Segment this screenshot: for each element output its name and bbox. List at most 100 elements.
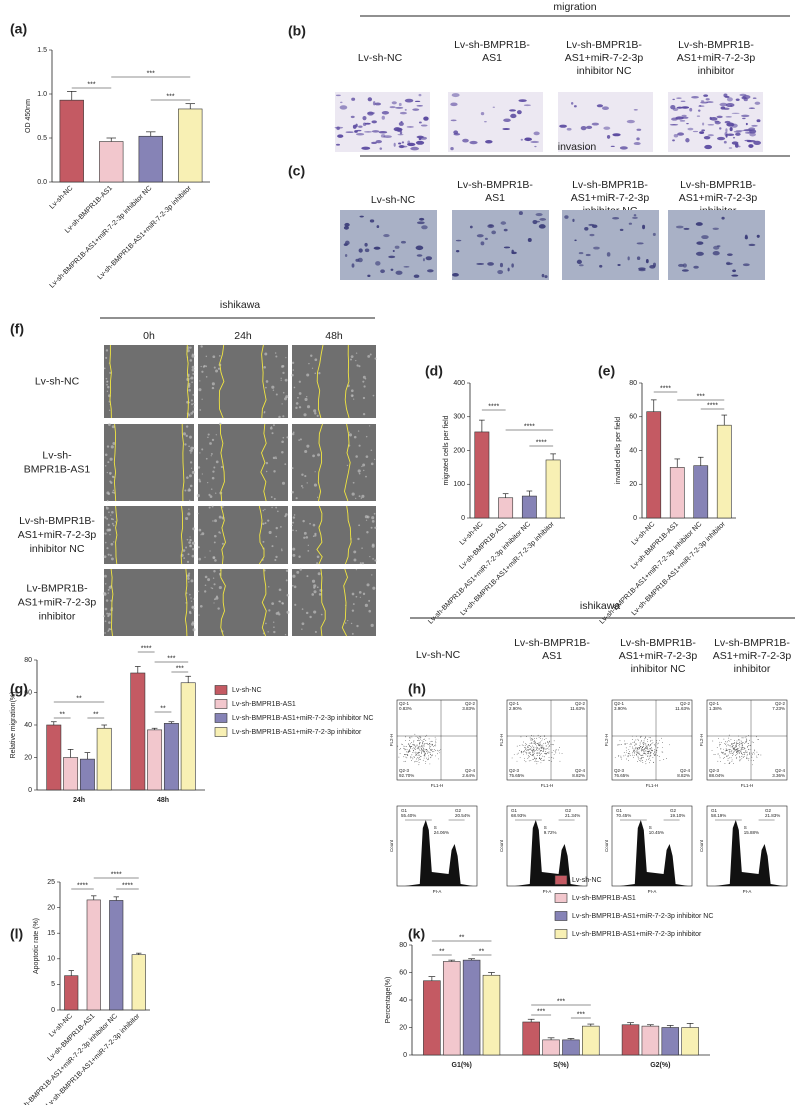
- event-dot: [747, 748, 749, 750]
- wound-edge: [115, 505, 118, 565]
- stained-cell: [732, 269, 737, 273]
- y-tick-label: 300: [453, 414, 465, 421]
- cell-texture: [107, 461, 110, 464]
- cell-texture: [306, 405, 311, 409]
- cell-texture: [372, 394, 375, 397]
- event-dot: [736, 754, 738, 756]
- event-dot: [554, 751, 556, 753]
- event-dot: [398, 756, 400, 758]
- event-dot: [729, 740, 731, 742]
- panel-label: (e): [598, 363, 615, 379]
- event-dot: [536, 752, 538, 753]
- cell-texture: [190, 411, 194, 415]
- event-dot: [559, 752, 560, 754]
- stained-cell: [469, 225, 473, 229]
- event-dot: [735, 742, 737, 744]
- event-dot: [740, 751, 742, 752]
- stained-cell: [492, 106, 495, 108]
- event-dot: [530, 760, 532, 761]
- quadrant-name: Q2-1: [709, 701, 720, 706]
- stained-cell: [675, 225, 684, 229]
- event-dot: [403, 754, 405, 755]
- event-dot: [537, 761, 539, 762]
- event-dot: [516, 760, 518, 762]
- significance-label: ****: [707, 402, 718, 409]
- event-dot: [419, 752, 420, 753]
- significance-label: ***: [557, 998, 565, 1005]
- event-dot: [530, 739, 532, 740]
- phase-name: G1: [401, 808, 408, 813]
- stained-cell: [578, 264, 584, 267]
- event-dot: [739, 752, 741, 754]
- cell-texture: [352, 603, 355, 605]
- event-dot: [538, 744, 540, 745]
- cell-texture: [106, 383, 108, 386]
- stained-cell: [388, 255, 396, 259]
- stained-cell: [612, 216, 620, 220]
- y-tick-label: 60: [629, 414, 637, 421]
- cell-texture: [280, 526, 282, 528]
- cell-texture: [304, 397, 308, 402]
- event-dot: [735, 745, 737, 747]
- stained-cell: [334, 126, 344, 129]
- event-dot: [645, 737, 646, 739]
- event-dot: [639, 736, 641, 738]
- event-dot: [734, 749, 736, 750]
- quadrant-value: 75.65%: [509, 773, 524, 778]
- event-dot: [646, 746, 648, 748]
- stained-cell: [570, 101, 574, 105]
- cell-texture: [182, 549, 186, 552]
- event-dot: [528, 748, 530, 750]
- cell-texture: [188, 499, 191, 502]
- event-dot: [722, 751, 723, 753]
- event-dot: [712, 740, 714, 742]
- event-dot: [739, 757, 741, 759]
- cell-texture: [106, 612, 109, 615]
- stained-cell: [511, 249, 514, 254]
- event-dot: [556, 749, 558, 751]
- event-dot: [541, 748, 542, 749]
- event-dot: [724, 753, 726, 754]
- event-dot: [421, 746, 423, 747]
- cell-texture: [278, 613, 281, 616]
- cell-texture: [372, 558, 374, 560]
- dna-histogram: [405, 820, 473, 886]
- event-dot: [408, 740, 410, 741]
- cell-texture: [284, 397, 287, 401]
- cell-texture: [213, 598, 216, 601]
- cell-texture: [316, 586, 319, 589]
- significance-label: ***: [697, 393, 705, 400]
- event-dot: [641, 735, 643, 737]
- cell-texture: [186, 538, 189, 541]
- cell-texture: [362, 413, 366, 416]
- stained-cell: [527, 238, 532, 242]
- event-dot: [401, 743, 403, 745]
- event-dot: [529, 751, 530, 753]
- event-dot: [433, 751, 435, 753]
- event-dot: [669, 744, 670, 746]
- cell-texture: [106, 547, 109, 550]
- event-dot: [647, 755, 649, 757]
- event-dot: [420, 747, 422, 749]
- dna-histogram: [715, 820, 783, 886]
- cell-texture: [110, 481, 113, 484]
- stained-cell: [596, 104, 604, 108]
- wound-edge: [220, 505, 226, 565]
- event-dot: [426, 753, 428, 755]
- event-dot: [750, 755, 752, 757]
- stained-cell: [524, 137, 532, 142]
- cell-texture: [281, 451, 284, 454]
- event-dot: [740, 742, 742, 744]
- cell-texture: [107, 629, 110, 632]
- event-dot: [757, 754, 759, 756]
- event-dot: [434, 736, 436, 738]
- cell-texture: [107, 588, 110, 591]
- event-dot: [410, 747, 412, 749]
- cell-texture: [213, 534, 217, 538]
- cell-texture: [185, 425, 189, 428]
- bar: [423, 980, 441, 1056]
- stained-cell: [406, 126, 414, 128]
- cell-texture: [311, 579, 316, 583]
- stained-cell: [700, 100, 705, 103]
- event-dot: [758, 739, 759, 740]
